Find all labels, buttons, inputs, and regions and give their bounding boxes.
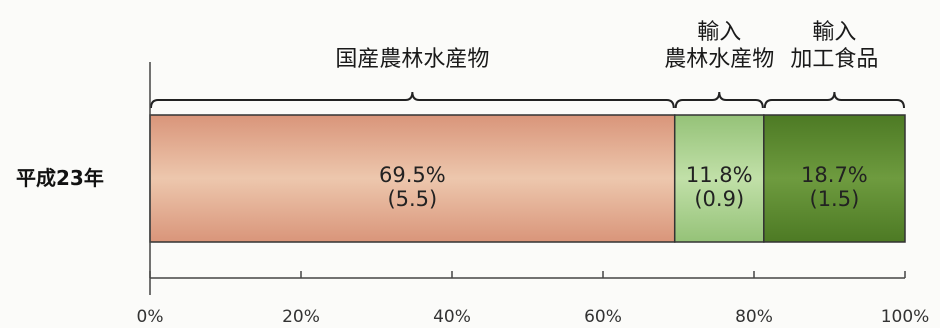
x-tick-label: 20%: [282, 307, 320, 327]
bar-segment-2: [673, 114, 765, 243]
brace-1: [150, 91, 675, 109]
x-tick-label: 60%: [584, 307, 622, 327]
x-axis: 0% 20% 40% 60% 80% 100%: [137, 62, 930, 327]
group-label-2: 輸入: [697, 20, 741, 45]
value-labels: 69.5%(5.5) 11.8%(0.9) 18.7%(1.5): [379, 163, 868, 211]
category-label: 平成23年: [16, 166, 104, 190]
x-tick-label: 40%: [433, 307, 471, 327]
group-braces: [150, 91, 905, 109]
group-label-3: 輸入: [812, 20, 856, 45]
brace-3: [763, 91, 905, 109]
value-label-1: 69.5%: [379, 163, 446, 187]
value-label-2: 11.8%: [686, 163, 753, 187]
bar-segment-3: [763, 114, 906, 243]
x-tick-label: 100%: [881, 307, 930, 327]
group-label-1: 国産農林水産物: [335, 47, 489, 72]
amount-label-2: (0.9): [694, 187, 744, 211]
amount-label-1: (5.5): [387, 187, 437, 211]
brace-2: [674, 91, 764, 109]
x-tick-label: 80%: [735, 307, 773, 327]
group-label-3: 加工食品: [790, 47, 878, 72]
bar-segment-1: [149, 114, 676, 243]
x-tick-label: 0%: [137, 307, 164, 327]
group-label-2: 農林水産物: [664, 47, 774, 72]
value-label-3: 18.7%: [801, 163, 868, 187]
bar-segments: [149, 114, 906, 243]
amount-label-3: (1.5): [810, 187, 860, 211]
